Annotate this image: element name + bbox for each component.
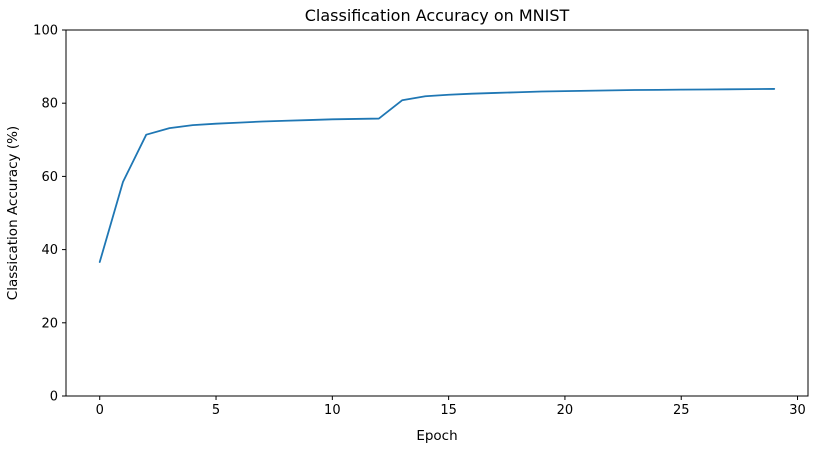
y-tick-label: 100 (33, 24, 58, 39)
y-ticks (62, 29, 66, 397)
x-tick-label: 5 (212, 403, 220, 418)
y-tick-label: 20 (41, 316, 58, 331)
y-tick-label: 80 (41, 97, 58, 112)
x-tick-label: 0 (96, 403, 104, 418)
x-tick-label: 15 (440, 403, 457, 418)
x-tick-labels: 0 5 10 15 20 25 30 (96, 403, 806, 418)
x-axis-label: Epoch (416, 428, 457, 444)
x-tick-label: 20 (557, 403, 574, 418)
x-tick-label: 10 (324, 403, 341, 418)
x-ticks (99, 396, 799, 400)
x-tick-label: 25 (673, 403, 690, 418)
y-tick-label: 0 (50, 390, 58, 405)
y-tick-labels: 0 20 40 60 80 100 (33, 24, 58, 405)
x-tick-label: 30 (789, 403, 806, 418)
y-tick-label: 40 (41, 243, 58, 258)
chart-title: Classification Accuracy on MNIST (305, 6, 570, 25)
y-axis-label: Classication Accuracy (%) (5, 126, 21, 300)
y-tick-label: 60 (41, 170, 58, 185)
accuracy-line (98, 88, 776, 263)
plot-area (65, 29, 809, 397)
